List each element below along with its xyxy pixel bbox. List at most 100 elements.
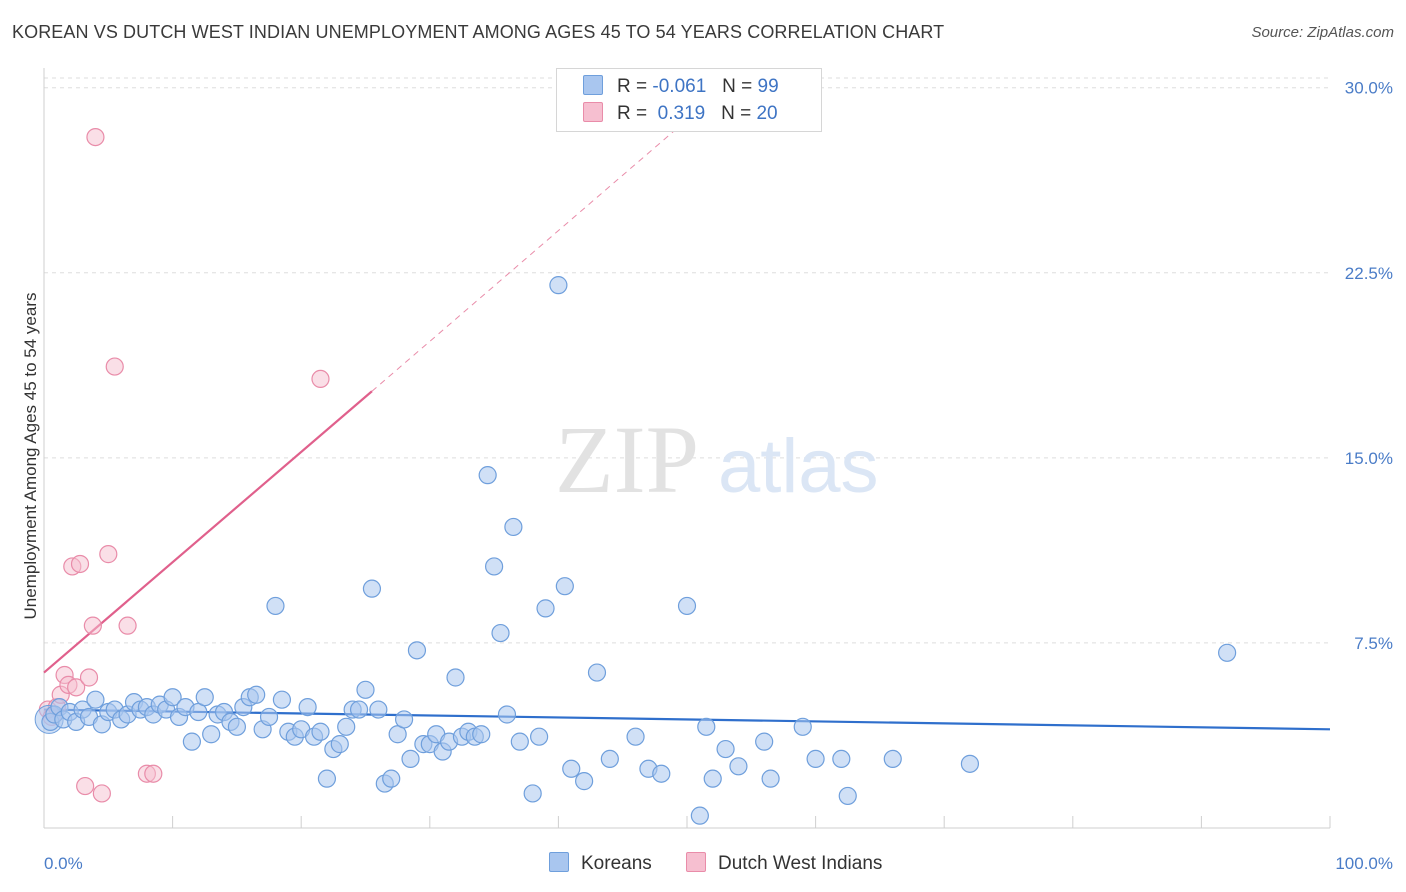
dutch-point (70, 554, 90, 574)
dutch-n-value: 20 (756, 103, 778, 124)
dutch-r-value: 0.319 (652, 103, 706, 124)
grid-lines (44, 77, 1330, 644)
korean-point (227, 717, 246, 736)
korean-point (478, 466, 497, 485)
korean-point (369, 700, 388, 719)
bottom-legend-dutch: Dutch West Indians (686, 852, 882, 875)
korean-point (491, 623, 510, 643)
bottom-korean-label: Koreans (581, 853, 652, 874)
x-tick-labels: 0.0% 100.0% (44, 854, 1393, 873)
korean-point (1218, 643, 1237, 662)
korean-point (536, 599, 555, 618)
korean-point (394, 710, 414, 729)
korean-swatch (583, 75, 603, 95)
korean-point (446, 668, 465, 687)
dutch-point (79, 668, 99, 687)
korean-point (530, 727, 549, 746)
korean-point (382, 769, 401, 788)
y-tick-label: 22.5% (1345, 264, 1393, 283)
korean-point (247, 685, 266, 704)
dutch-point (92, 784, 111, 803)
bottom-dutch-swatch (686, 852, 706, 872)
korean-point (562, 759, 581, 778)
korean-point (755, 732, 774, 751)
bottom-legend-koreans: Koreans (549, 852, 652, 875)
y-tick-label: 30.0% (1345, 79, 1393, 98)
dutch-point (144, 764, 163, 783)
dutch-n-label: N = (721, 103, 752, 124)
korean-point (356, 680, 375, 699)
dutch-point (67, 678, 86, 697)
dutch-point (83, 616, 102, 635)
korean-point (761, 769, 780, 788)
korean-point (407, 641, 427, 660)
korean-point (311, 722, 330, 741)
dutch-point (99, 545, 118, 564)
dutch-point (86, 127, 105, 147)
y-tick-labels: 7.5% 15.0% 22.5% 30.0% (1345, 79, 1393, 653)
dutch-point (311, 369, 330, 389)
watermark-atlas: atlas (718, 424, 879, 509)
korean-point (497, 705, 517, 724)
korean-points (34, 276, 1237, 825)
korean-point (266, 596, 285, 616)
korean-n-label: N = (722, 76, 753, 97)
korean-point (832, 749, 851, 769)
watermark-zip: ZIP (555, 406, 699, 513)
korean-point (510, 732, 529, 751)
legend-row-koreans: R = -0.061 N = 99 (583, 75, 779, 99)
x-tick-label: 0.0% (44, 854, 83, 873)
dutch-point (118, 616, 137, 635)
korean-point (349, 700, 369, 719)
dutch-point (105, 357, 124, 376)
y-tick-label: 7.5% (1354, 634, 1393, 653)
legend-row-dutch: R = 0.319 N = 20 (583, 102, 778, 126)
korean-point (690, 806, 709, 825)
dutch-swatch (583, 102, 603, 122)
dutch-point (76, 776, 95, 796)
korean-point (555, 577, 574, 596)
korean-point (549, 276, 568, 295)
korean-point (626, 727, 645, 746)
watermark: ZIP atlas (555, 406, 879, 513)
korean-point (587, 663, 607, 682)
korean-point (330, 735, 349, 754)
korean-point (259, 707, 279, 727)
dutch-trend-extension (371, 119, 688, 392)
korean-point (883, 749, 902, 769)
korean-point (401, 749, 420, 769)
y-axis-label: Unemployment Among Ages 45 to 54 years (21, 293, 40, 620)
korean-point (362, 579, 382, 598)
korean-point (793, 717, 812, 736)
korean-point (600, 749, 619, 769)
korean-point (652, 764, 671, 783)
korean-point (697, 717, 716, 736)
korean-point (195, 688, 214, 707)
korean-point (485, 557, 504, 576)
source-label: Source: ZipAtlas.com (1251, 24, 1394, 41)
korean-point (806, 749, 825, 769)
bottom-korean-swatch (549, 852, 569, 872)
korean-point (504, 517, 523, 537)
korean-point (838, 786, 857, 806)
stats-legend: R = -0.061 N = 99 R = 0.319 N = 20 (556, 68, 822, 132)
korean-n-value: 99 (757, 76, 779, 97)
korean-point (272, 690, 292, 709)
korean-point (472, 725, 491, 744)
korean-r-label: R = (617, 76, 648, 97)
korean-point (337, 717, 356, 736)
korean-point (163, 688, 182, 707)
korean-point (523, 784, 542, 803)
dutch-r-label: R = (617, 103, 648, 124)
korean-point (729, 757, 748, 776)
korean-trend-line (43, 708, 1331, 731)
bottom-dutch-label: Dutch West Indians (718, 853, 883, 874)
korean-point (202, 725, 221, 744)
korean-point (677, 596, 697, 616)
chart-title: KOREAN VS DUTCH WEST INDIAN UNEMPLOYMENT… (12, 22, 945, 42)
y-tick-label: 15.0% (1345, 449, 1393, 468)
korean-point (716, 739, 735, 759)
korean-point (317, 769, 337, 788)
korean-point (960, 754, 980, 773)
